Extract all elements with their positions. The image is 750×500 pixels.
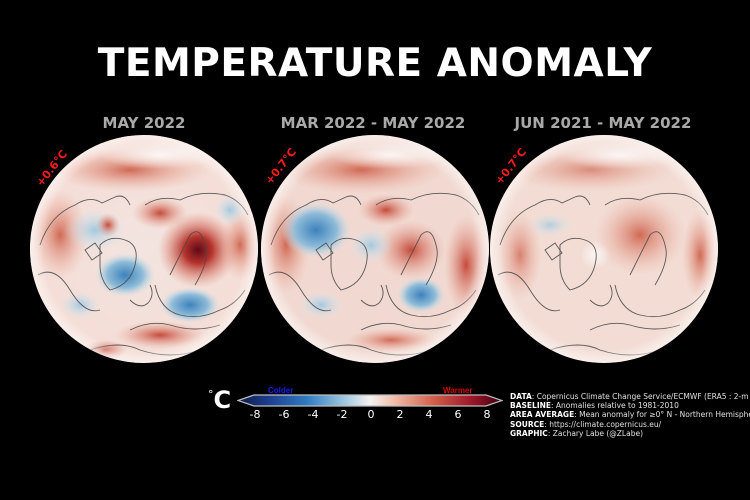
credit-data: DATA: Copernicus Climate Change Service/… <box>510 392 750 401</box>
tick-label: -2 <box>336 408 348 421</box>
credit-area-average: AREA AVERAGE: Mean anomaly for ≥0° N - N… <box>510 410 750 420</box>
colorbar <box>236 394 504 407</box>
tick-label: 8 <box>483 408 491 421</box>
globe-map-jun-2021-may-2022 <box>490 135 718 363</box>
panel-title-may-2022: MAY 2022 <box>102 114 186 132</box>
globe-map-mar-may-2022 <box>261 135 489 363</box>
tick-label: -4 <box>307 408 319 421</box>
credits-block: DATA: Copernicus Climate Change Service/… <box>510 392 750 438</box>
panel-title-jun-2021-may-2022: JUN 2021 - MAY 2022 <box>514 114 692 132</box>
tick-label: -6 <box>278 408 290 421</box>
panel-title-mar-may-2022: MAR 2022 - MAY 2022 <box>280 114 466 132</box>
colorbar-unit-label: °C <box>208 386 231 414</box>
tick-label: 2 <box>396 408 404 421</box>
colder-label: Colder <box>268 386 294 395</box>
chart-title: TEMPERATURE ANOMALY <box>97 41 653 86</box>
celsius-letter: C <box>213 386 232 414</box>
warmer-label: Warmer <box>443 386 473 395</box>
credit-baseline: BASELINE: Anomalies relative to 1981-201… <box>510 401 679 411</box>
globe-map-may-2022 <box>30 135 258 363</box>
tick-label: 6 <box>454 408 462 421</box>
degree-symbol: ° <box>208 388 214 401</box>
credit-graphic: GRAPHIC: Zachary Labe (@ZLabe) <box>510 428 644 438</box>
tick-label: 0 <box>367 408 375 421</box>
tick-label: 4 <box>425 408 433 421</box>
tick-label: -8 <box>249 408 261 421</box>
credit-source: SOURCE: https://climate.copernicus.eu/ <box>510 419 662 429</box>
